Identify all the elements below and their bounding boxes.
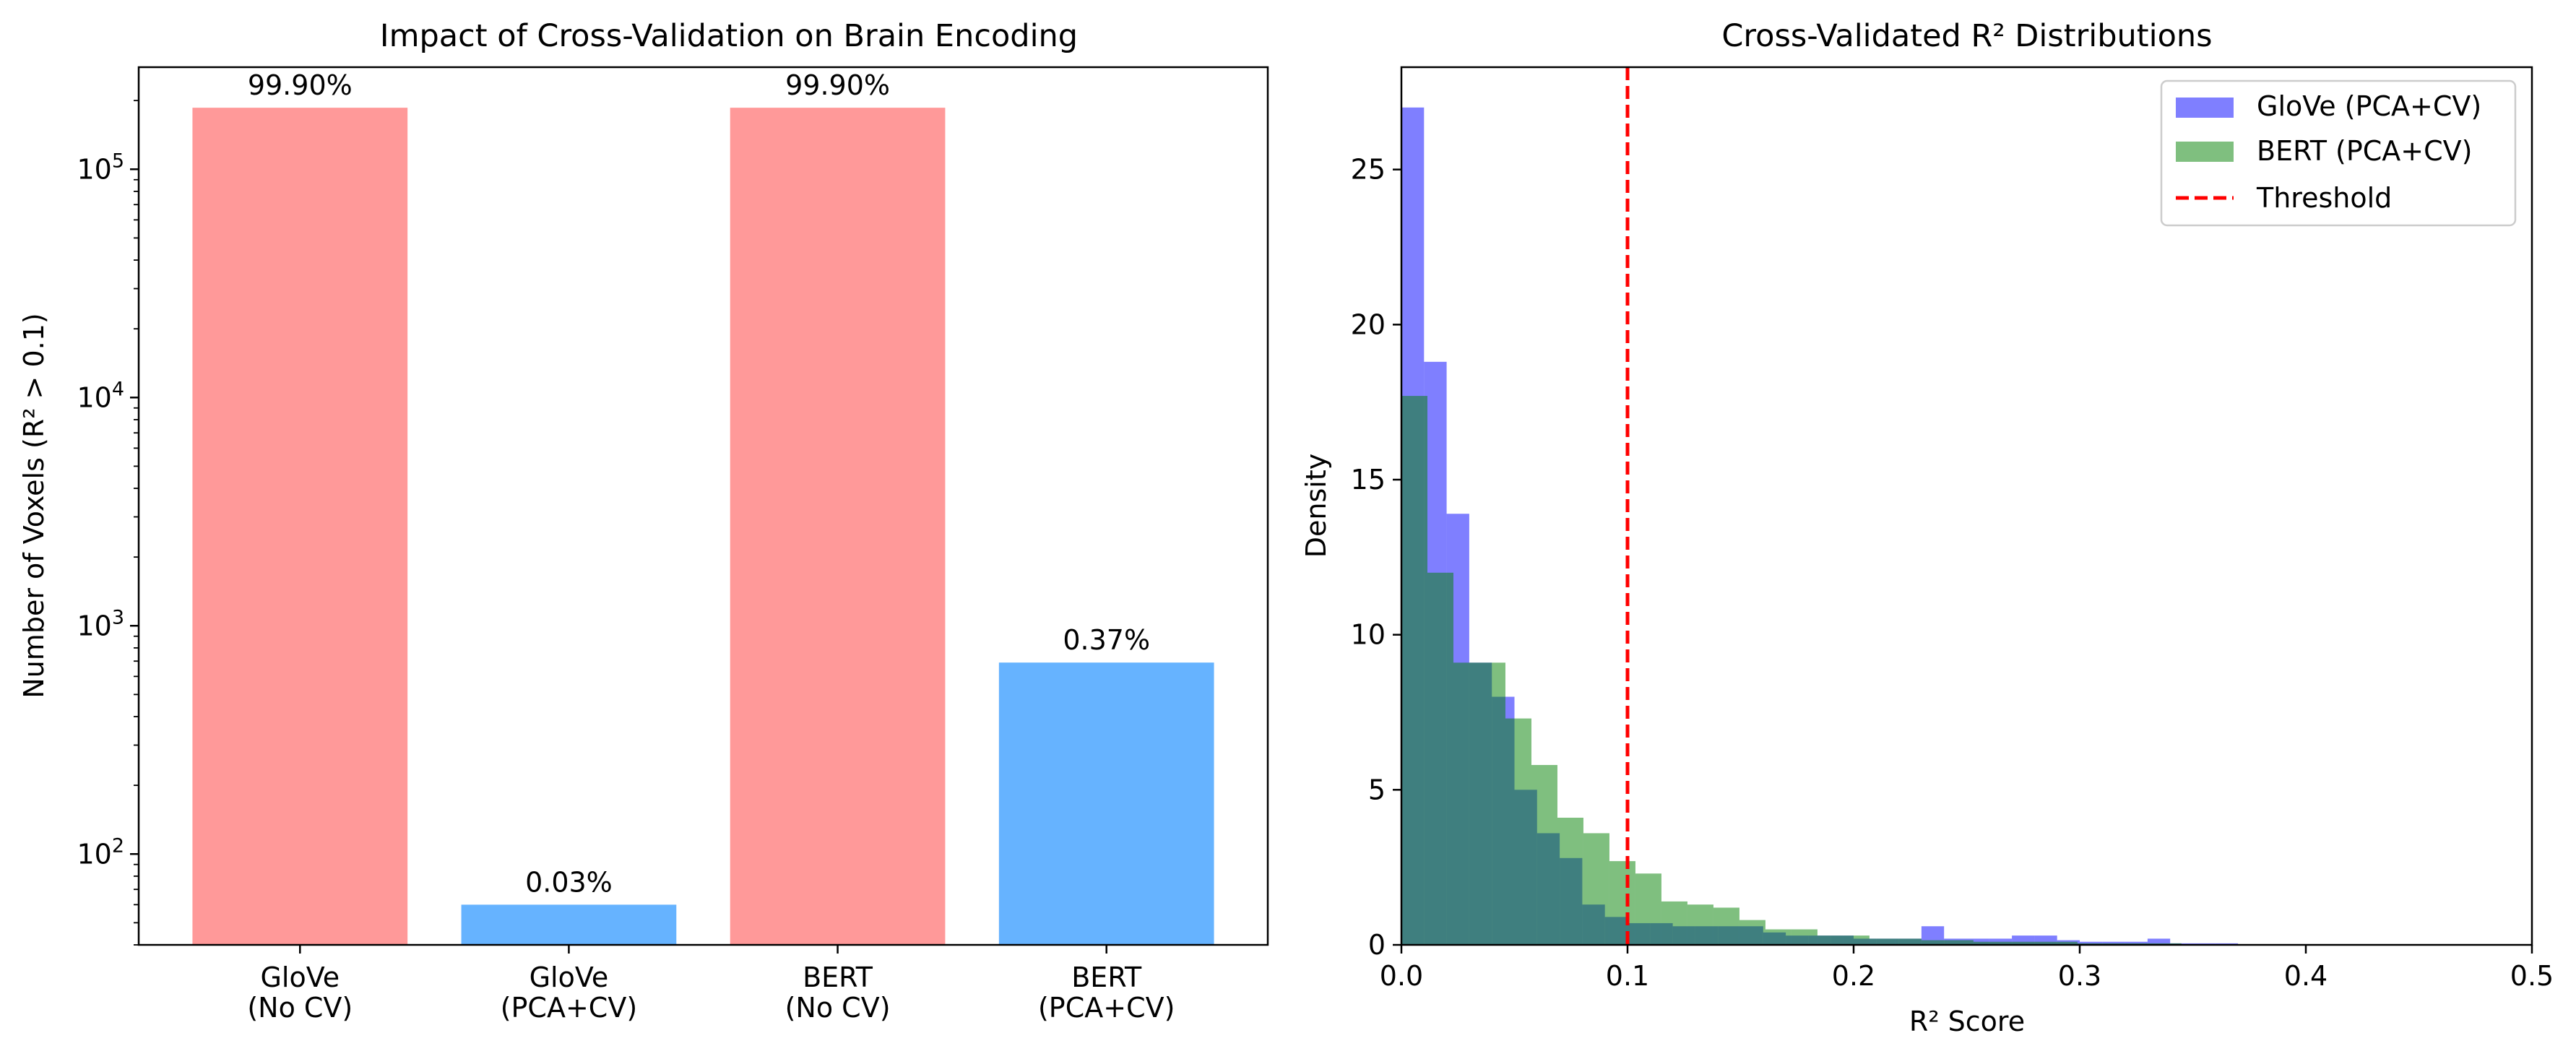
x-tick-label: 0.4 (2284, 960, 2328, 992)
bar-value-label: 99.90% (248, 69, 353, 101)
left-y-axis-label: Number of Voxels (R² > 0.1) (18, 313, 50, 698)
bar-value-label: 0.37% (1063, 624, 1150, 656)
bar (462, 904, 677, 945)
y-tick-label: 0 (1368, 929, 1386, 961)
x-tick-label: (No CV) (247, 992, 353, 1024)
x-tick-label: GloVe (530, 961, 609, 993)
right-x-axis-label: R² Score (1909, 1006, 2025, 1037)
x-tick-label: 0.1 (1606, 960, 1649, 992)
y-tick-label: 25 (1351, 154, 1386, 186)
y-tick-label: 5 (1368, 774, 1386, 805)
histogram-bin (1844, 935, 1870, 945)
bar (730, 108, 946, 945)
histogram-bin (1791, 930, 1818, 945)
histogram-bin (1557, 818, 1583, 945)
bar-value-label: 0.03% (525, 866, 613, 898)
x-tick-label: BERT (803, 961, 873, 993)
histogram-bin (1739, 920, 1765, 945)
x-tick-label: 0.5 (2510, 960, 2554, 992)
x-tick-label: 0.2 (1832, 960, 1875, 992)
x-tick-label: (No CV) (785, 992, 891, 1024)
y-tick-label: 20 (1351, 308, 1386, 340)
y-tick-label: 15 (1351, 464, 1386, 496)
histogram-bin (1531, 765, 1557, 945)
legend-label-glove: GloVe (PCA+CV) (2257, 90, 2481, 122)
bar-value-label: 99.90% (785, 69, 890, 101)
histogram-bin (1453, 662, 1479, 945)
legend-label-bert: BERT (PCA+CV) (2257, 135, 2472, 167)
histogram-bin (1505, 719, 1531, 945)
right-chart-title: Cross-Validated R² Distributions (1721, 18, 2212, 54)
histogram-bin (1401, 396, 1427, 945)
y-tick-label: 10 (1351, 619, 1386, 651)
histogram-bin (1661, 902, 1687, 945)
histogram-bin (1896, 938, 1922, 945)
x-tick-label: BERT (1071, 961, 1142, 993)
histogram-bin (1583, 833, 1609, 945)
x-tick-label: GloVe (260, 961, 340, 993)
legend-swatch-glove (2176, 98, 2234, 118)
x-tick-label: (PCA+CV) (1038, 992, 1175, 1024)
histogram-bin (1635, 873, 1661, 945)
histogram-bin (1427, 573, 1453, 945)
histogram-bin (1765, 930, 1791, 945)
legend-label-threshold: Threshold (2256, 182, 2392, 214)
x-tick-label: 0.3 (2058, 960, 2101, 992)
x-tick-label: 0.0 (1380, 960, 1423, 992)
bar (999, 662, 1214, 945)
x-tick-label: (PCA+CV) (501, 992, 637, 1024)
legend-swatch-bert (2176, 142, 2234, 162)
histogram-bin (1818, 935, 1844, 945)
histogram-bin (1479, 662, 1505, 945)
right-y-axis-label: Density (1300, 454, 1332, 558)
left-chart-title: Impact of Cross-Validation on Brain Enco… (380, 18, 1078, 54)
bar (192, 108, 407, 945)
histogram-bin (1713, 907, 1739, 945)
histogram-bin (1609, 861, 1635, 945)
histogram-bin (1870, 938, 1896, 945)
histogram-bin (1687, 904, 1713, 945)
legend: GloVe (PCA+CV) BERT (PCA+CV) Threshold (2161, 81, 2515, 225)
